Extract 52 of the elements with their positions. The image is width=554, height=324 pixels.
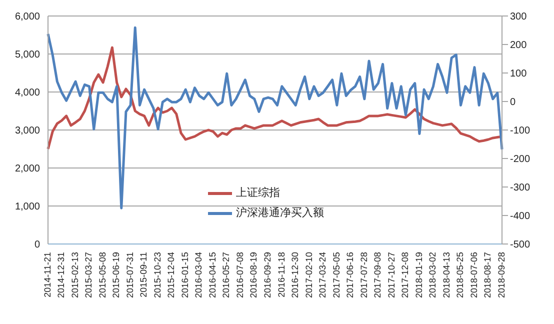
y-tick-label: 1,000 — [14, 202, 40, 213]
x-tick-label: 2015-06-19 — [111, 252, 122, 298]
x-tick-label: 2014-11-21 — [42, 252, 52, 298]
y-tick-label: 4,000 — [14, 88, 40, 99]
y2-tick-label: 300 — [510, 12, 528, 23]
x-tick-label: 2015-05-08 — [97, 252, 108, 298]
x-tick-label: 2016-05-27 — [221, 252, 232, 298]
x-tick-label: 2017-06-16 — [345, 252, 356, 298]
x-tick-label: 2018-05-25 — [455, 252, 466, 298]
x-tick-label: 2017-07-28 — [358, 252, 369, 298]
x-tick-label: 2016-12-30 — [290, 252, 300, 298]
x-tick-label: 2015-07-31 — [124, 252, 135, 298]
x-tick-label: 2017-02-10 — [304, 252, 314, 298]
y2-tick-label: -300 — [510, 182, 530, 194]
y2-tick-label: -100 — [510, 126, 530, 137]
x-tick-label: 2017-03-24 — [318, 252, 328, 298]
y2-tick-label: -400 — [510, 211, 530, 222]
y-tick-label: 2,000 — [14, 164, 40, 175]
x-tick-label: 2015-03-27 — [84, 252, 94, 298]
x-tick-label: 2016-04-15 — [207, 252, 218, 298]
x-tick-label: 2016-08-19 — [248, 252, 259, 298]
x-tick-label: 2018-03-02 — [428, 252, 438, 298]
y2-tick-label: 200 — [510, 40, 528, 52]
legend-label: 沪深港通净买入额 — [236, 206, 324, 221]
x-tick-label: 2017-09-08 — [372, 252, 383, 298]
y2-tick-label: 0 — [510, 97, 516, 108]
y-tick-label: 0 — [34, 240, 40, 251]
x-tick-label: 2016-01-15 — [180, 252, 190, 298]
y2-tick-label: 100 — [510, 68, 528, 80]
x-tick-label: 2018-07-06 — [468, 252, 479, 298]
x-tick-label: 2016-09-29 — [262, 252, 273, 298]
x-tick-label: 2014-12-31 — [56, 252, 66, 298]
x-tick-label: 2017-12-08 — [400, 252, 410, 298]
x-tick-label: 2016-07-08 — [234, 252, 245, 298]
x-tick-label: 2017-10-27 — [386, 252, 396, 298]
legend-label: 上证综指 — [236, 186, 280, 201]
x-tick-label: 2016-11-18 — [276, 252, 286, 298]
y-tick-label: 5,000 — [14, 50, 40, 61]
y2-tick-label: -500 — [510, 240, 530, 251]
x-tick-label: 2015-02-13 — [70, 252, 80, 298]
y-tick-label: 3,000 — [14, 126, 40, 137]
y2-tick-label: -200 — [510, 154, 530, 166]
x-tick-label: 2018-04-13 — [441, 252, 452, 298]
y-tick-label: 6,000 — [14, 12, 40, 23]
x-tick-label: 2015-09-11 — [138, 252, 149, 298]
x-tick-label: 2015-10-23 — [152, 252, 162, 298]
x-tick-label: 2015-12-04 — [166, 252, 176, 298]
x-tick-label: 2018-09-28 — [496, 252, 506, 298]
x-tick-label: 2016-03-04 — [194, 252, 204, 298]
x-tick-label: 2018-01-19 — [414, 252, 424, 298]
x-tick-label: 2017-05-05 — [331, 252, 342, 298]
x-tick-label: 2018-08-17 — [482, 252, 493, 298]
